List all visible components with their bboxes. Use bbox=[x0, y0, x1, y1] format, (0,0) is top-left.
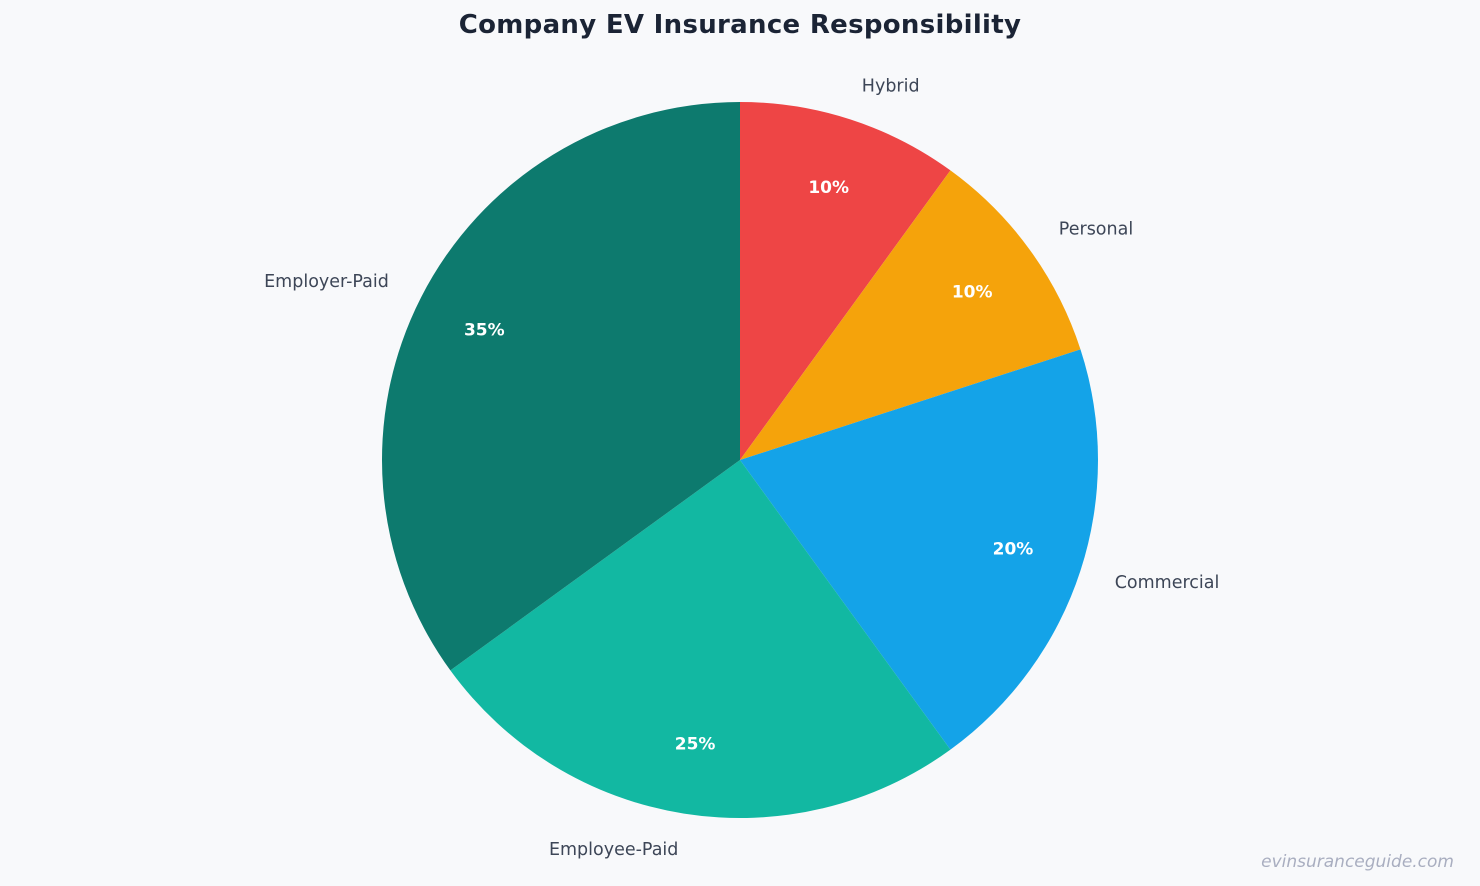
slice-value-label-employer-paid: 35% bbox=[464, 321, 505, 341]
slice-category-label-commercial: Commercial bbox=[1115, 573, 1220, 593]
slice-value-label-employee-paid: 25% bbox=[675, 734, 716, 754]
slice-category-label-personal: Personal bbox=[1059, 220, 1133, 240]
watermark-text: evinsuranceguide.com bbox=[1261, 852, 1454, 872]
pie-slice-employee-paid bbox=[450, 460, 951, 819]
pie-slice-employer-paid bbox=[381, 102, 740, 671]
slice-value-label-commercial: 20% bbox=[993, 540, 1034, 560]
slice-category-label-hybrid: Hybrid bbox=[862, 76, 920, 96]
pie-slice-personal bbox=[740, 170, 1081, 460]
slice-category-label-employer-paid: Employer-Paid bbox=[264, 272, 389, 292]
chart-title: Company EV Insurance Responsibility bbox=[458, 10, 1022, 40]
slice-value-label-hybrid: 10% bbox=[808, 178, 849, 198]
pie-slice-commercial bbox=[740, 349, 1099, 750]
slice-value-label-personal: 10% bbox=[952, 282, 993, 302]
pie-slice-hybrid bbox=[740, 102, 951, 460]
slice-category-label-employee-paid: Employee-Paid bbox=[549, 840, 678, 860]
